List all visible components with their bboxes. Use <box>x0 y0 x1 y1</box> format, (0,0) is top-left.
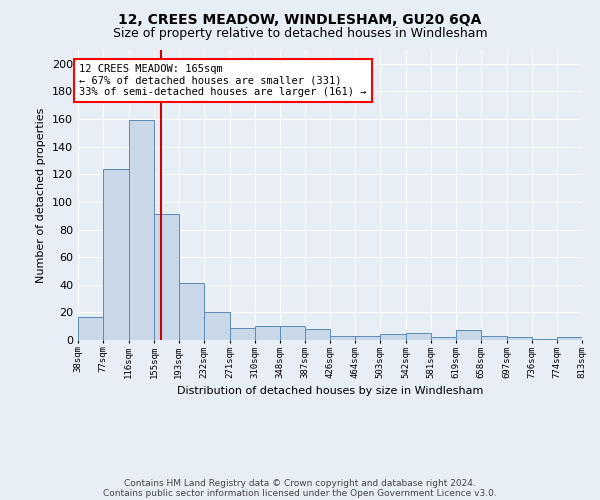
Text: 12, CREES MEADOW, WINDLESHAM, GU20 6QA: 12, CREES MEADOW, WINDLESHAM, GU20 6QA <box>118 12 482 26</box>
Bar <box>280 326 305 340</box>
Bar <box>532 338 557 340</box>
Bar <box>204 312 230 340</box>
X-axis label: Distribution of detached houses by size in Windlesham: Distribution of detached houses by size … <box>177 386 483 396</box>
Bar <box>103 169 129 340</box>
Bar <box>355 336 380 340</box>
Bar <box>557 337 582 340</box>
Bar <box>129 120 154 340</box>
Bar <box>380 334 406 340</box>
Text: 12 CREES MEADOW: 165sqm
← 67% of detached houses are smaller (331)
33% of semi-d: 12 CREES MEADOW: 165sqm ← 67% of detache… <box>79 64 367 97</box>
Text: Contains public sector information licensed under the Open Government Licence v3: Contains public sector information licen… <box>103 488 497 498</box>
Bar <box>230 328 255 340</box>
Bar <box>78 316 103 340</box>
Text: Size of property relative to detached houses in Windlesham: Size of property relative to detached ho… <box>113 28 487 40</box>
Text: Contains HM Land Registry data © Crown copyright and database right 2024.: Contains HM Land Registry data © Crown c… <box>124 478 476 488</box>
Bar <box>179 284 204 340</box>
Bar <box>406 333 431 340</box>
Bar <box>431 337 456 340</box>
Bar <box>154 214 179 340</box>
Bar <box>331 336 355 340</box>
Bar <box>255 326 280 340</box>
Bar <box>456 330 481 340</box>
Y-axis label: Number of detached properties: Number of detached properties <box>37 108 46 282</box>
Bar <box>481 336 506 340</box>
Bar <box>506 337 532 340</box>
Bar <box>305 329 331 340</box>
